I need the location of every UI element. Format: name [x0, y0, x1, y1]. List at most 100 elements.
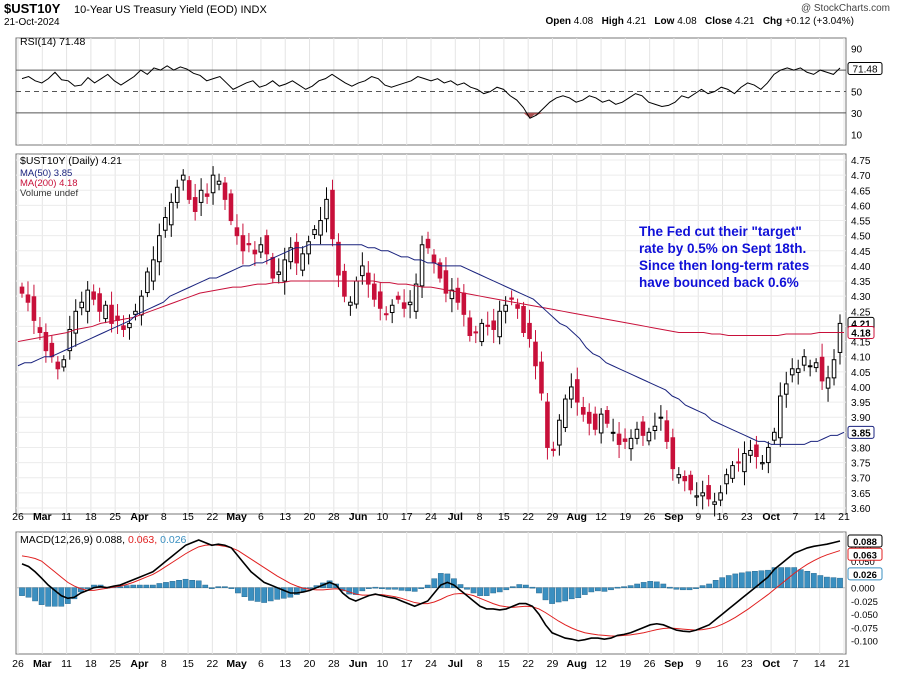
x-tick-label: 8: [477, 658, 483, 670]
macd-hist-bar: [130, 584, 137, 588]
macd-legend-part: MACD(12,26,9): [20, 534, 96, 546]
candle-body: [85, 289, 90, 312]
price-tick-label: 3.70: [851, 474, 871, 485]
candle-body: [252, 249, 258, 255]
macd-hist-bar: [503, 587, 510, 591]
ma50-last-value: 3.85: [851, 428, 871, 439]
candle-body: [658, 416, 664, 419]
macd-hist-bar: [712, 580, 719, 588]
macd-hist-bar: [38, 587, 45, 605]
candle-body: [461, 292, 467, 315]
macd-hist-bar: [830, 577, 837, 588]
candle-body: [616, 433, 622, 445]
candle-body: [712, 501, 717, 505]
candle-body: [586, 411, 592, 424]
macd-hist-bar: [150, 584, 156, 588]
candle-body: [515, 304, 520, 309]
x-tick-label: Apr: [130, 511, 148, 523]
candle-body: [216, 180, 222, 185]
x-tick-label: 23: [741, 658, 753, 670]
candle-body: [246, 243, 252, 246]
candle-body: [79, 301, 84, 309]
macd-hist-bar: [51, 587, 58, 607]
macd-hist-bar: [293, 587, 300, 595]
candle-body: [19, 286, 25, 294]
macd-hist-bar: [614, 586, 621, 589]
macd-hist-bar: [562, 587, 569, 602]
macd-hist-bar: [627, 585, 634, 588]
x-tick-label: 15: [182, 511, 194, 523]
macd-hist-bar: [208, 587, 215, 589]
price-tick-label: 3.95: [851, 398, 871, 409]
candle-body: [228, 193, 234, 222]
candle-body: [318, 220, 323, 236]
candle-body: [598, 413, 604, 434]
candle-body: [401, 302, 407, 309]
macd-hist-bar: [189, 580, 196, 588]
candle-body: [282, 259, 288, 282]
macd-last-value: 0.063: [853, 550, 877, 561]
macd-hist-bar: [608, 587, 614, 591]
candle-body: [604, 410, 610, 424]
macd-hist-bar: [248, 587, 254, 601]
macd-hist-bar: [758, 570, 765, 588]
candle-body: [133, 310, 138, 315]
macd-hist-bar: [477, 587, 483, 596]
candle-body: [592, 413, 598, 430]
macd-hist-bar: [634, 583, 641, 588]
x-tick-label: 11: [61, 511, 72, 523]
macd-hist-bar: [529, 586, 536, 589]
macd-last-value: 0.026: [853, 570, 877, 581]
symbol-title[interactable]: $UST10Y: [4, 1, 61, 16]
chart-header: $UST10Y 10-Year US Treasury Yield (EOD) …: [4, 1, 894, 33]
macd-hist-bar: [431, 578, 438, 588]
candle-body: [557, 419, 562, 446]
candle-body: [151, 259, 156, 282]
x-tick-label: 10: [377, 658, 389, 670]
x-tick-label: 26: [12, 511, 24, 523]
candle-body: [270, 256, 276, 279]
macd-hist-bar: [680, 587, 686, 591]
price-tick-label: 4.55: [851, 217, 871, 228]
macd-hist-bar: [464, 587, 470, 590]
brand-watermark[interactable]: @ StockCharts.com: [800, 3, 890, 14]
candle-body: [91, 291, 96, 300]
macd-hist-bar: [64, 587, 71, 604]
macd-hist-bar: [182, 578, 189, 588]
x-tick-label: 13: [279, 658, 291, 670]
candle-body: [455, 287, 461, 303]
candle-body: [419, 244, 425, 287]
candle-body: [276, 271, 282, 275]
candle-body: [73, 310, 79, 334]
x-tick-label: Aug: [567, 511, 587, 523]
macd-hist-bar: [352, 587, 359, 595]
candle-body: [371, 283, 377, 300]
candle-body: [109, 304, 114, 324]
candle-body: [778, 395, 783, 439]
candle-body: [366, 272, 371, 285]
candle-body: [831, 359, 837, 379]
macd-hist-bar: [568, 587, 575, 600]
candle-body: [718, 492, 723, 501]
candle-body: [186, 180, 192, 200]
rsi-tick-label: 50: [851, 88, 863, 99]
x-tick-label: 24: [425, 511, 437, 523]
x-tick-label: 20: [304, 511, 316, 523]
macd-last-value: 0.088: [853, 537, 877, 548]
candle-body: [766, 446, 771, 464]
macd-hist-bar: [575, 587, 582, 599]
macd-hist-bar: [745, 571, 752, 588]
x-tick-label: 8: [161, 511, 167, 523]
candle-body: [31, 296, 37, 321]
x-tick-label: 28: [328, 658, 340, 670]
macd-last-box: [847, 567, 883, 581]
candle-body: [569, 386, 574, 400]
candle-body: [222, 182, 228, 200]
ma200-last-value: 4.18: [851, 328, 871, 339]
macd-tick-label: -0.075: [851, 623, 878, 634]
candle-body: [479, 322, 485, 343]
x-tick-label: 28: [328, 511, 340, 523]
x-tick-label: 22: [207, 658, 219, 670]
macd-hist-bar: [791, 567, 798, 588]
